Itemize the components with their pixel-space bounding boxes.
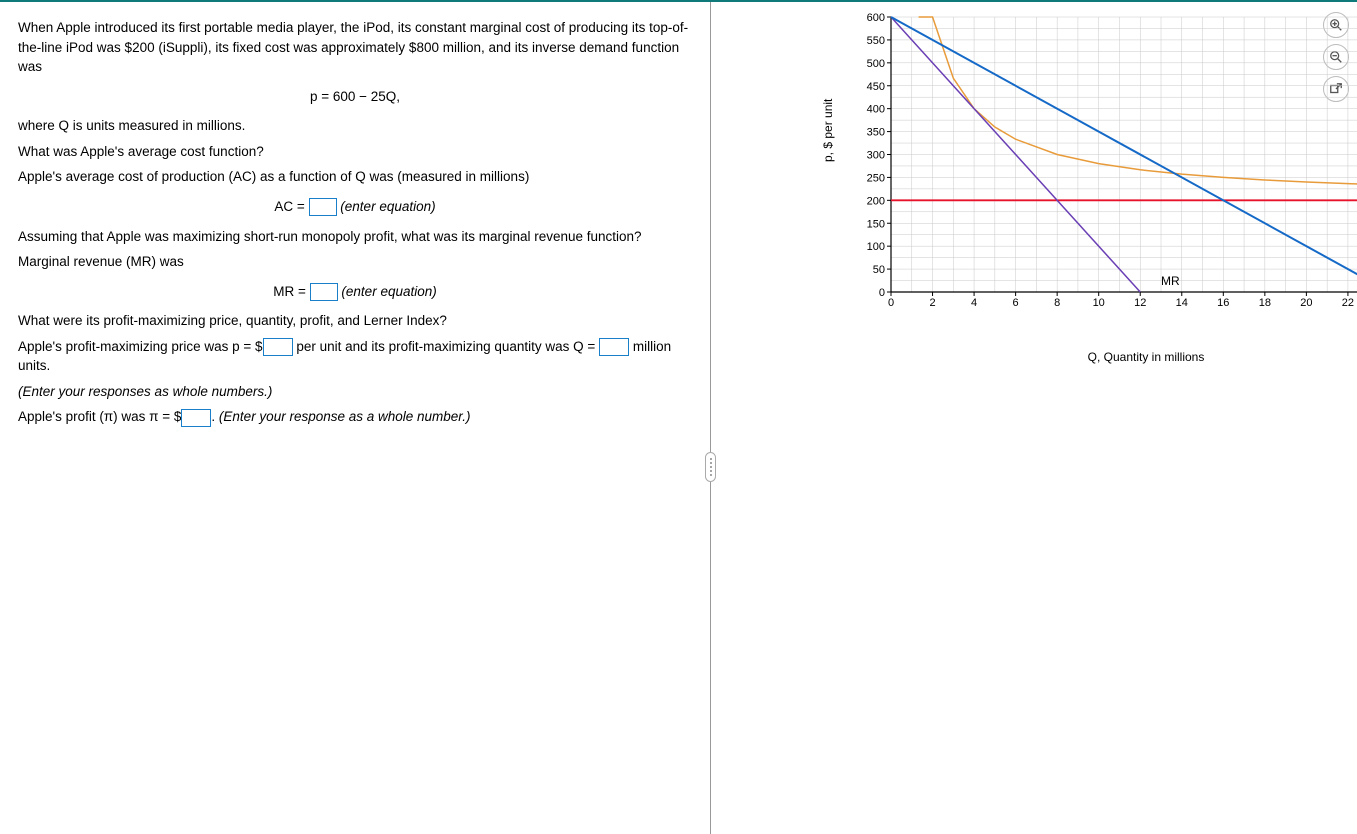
svg-text:0: 0 <box>888 297 894 309</box>
intro-text: When Apple introduced its first portable… <box>18 18 692 77</box>
svg-text:2: 2 <box>929 297 935 309</box>
ac-input[interactable] <box>309 198 337 216</box>
price-pre: Apple's profit-maximizing price was p = … <box>18 339 263 354</box>
mr-hint: (enter equation) <box>341 284 436 299</box>
svg-text:550: 550 <box>867 35 885 47</box>
question-1-lead: Apple's average cost of production (AC) … <box>18 167 692 187</box>
qty-input[interactable] <box>599 338 629 356</box>
svg-text:MR: MR <box>1161 274 1180 288</box>
svg-text:18: 18 <box>1259 297 1271 309</box>
econ-chart: 0246810121416182022242605010015020025030… <box>851 12 1357 312</box>
demand-equation: p = 600 − 25Q, <box>18 87 692 107</box>
chart-wrap: p, $ per unit 02468101214161820222426050… <box>851 12 1357 332</box>
svg-text:500: 500 <box>867 58 885 70</box>
question-1: What was Apple's average cost function? <box>18 142 692 162</box>
price-post: per unit and its profit-maximizing quant… <box>293 339 600 354</box>
svg-text:16: 16 <box>1217 297 1229 309</box>
svg-text:300: 300 <box>867 150 885 162</box>
mr-label: MR = <box>273 284 306 299</box>
svg-text:450: 450 <box>867 81 885 93</box>
question-3: What were its profit-maximizing price, q… <box>18 311 692 331</box>
mr-input-row: MR = (enter equation) <box>18 282 692 302</box>
whole-number-note: (Enter your responses as whole numbers.) <box>18 382 692 402</box>
price-input[interactable] <box>263 338 293 356</box>
question-2: Assuming that Apple was maximizing short… <box>18 227 692 247</box>
svg-text:200: 200 <box>867 195 885 207</box>
profit-input[interactable] <box>181 409 211 427</box>
chart-area: p, $ per unit 02468101214161820222426050… <box>851 12 1357 332</box>
svg-text:12: 12 <box>1134 297 1146 309</box>
ac-hint: (enter equation) <box>340 199 435 214</box>
svg-text:50: 50 <box>873 264 885 276</box>
svg-text:150: 150 <box>867 218 885 230</box>
question-2-lead: Marginal revenue (MR) was <box>18 252 692 272</box>
svg-text:600: 600 <box>867 12 885 24</box>
profit-note: (Enter your response as a whole number.) <box>219 409 471 424</box>
page: When Apple introduced its first portable… <box>0 2 1357 834</box>
profit-row: Apple's profit (π) was π = $. (Enter you… <box>18 407 692 427</box>
svg-text:0: 0 <box>879 287 885 299</box>
profit-post: . <box>211 409 219 424</box>
svg-text:4: 4 <box>971 297 977 309</box>
ac-input-row: AC = (enter equation) <box>18 197 692 217</box>
svg-text:400: 400 <box>867 104 885 116</box>
svg-text:100: 100 <box>867 241 885 253</box>
units-note: where Q is units measured in millions. <box>18 116 692 136</box>
svg-text:350: 350 <box>867 127 885 139</box>
price-qty-row: Apple's profit-maximizing price was p = … <box>18 337 692 376</box>
svg-text:6: 6 <box>1013 297 1019 309</box>
mr-input[interactable] <box>310 283 338 301</box>
svg-text:10: 10 <box>1093 297 1105 309</box>
svg-text:14: 14 <box>1176 297 1188 309</box>
ac-label: AC = <box>274 199 304 214</box>
svg-text:250: 250 <box>867 172 885 184</box>
y-axis-label: p, $ per unit <box>821 99 835 162</box>
svg-text:20: 20 <box>1300 297 1312 309</box>
question-pane: When Apple introduced its first portable… <box>0 2 710 834</box>
svg-text:8: 8 <box>1054 297 1060 309</box>
svg-text:22: 22 <box>1342 297 1354 309</box>
chart-pane: p, $ per unit 02468101214161820222426050… <box>711 2 1357 834</box>
profit-pre: Apple's profit (π) was π = $ <box>18 409 181 424</box>
x-axis-label: Q, Quantity in millions <box>851 350 1357 364</box>
